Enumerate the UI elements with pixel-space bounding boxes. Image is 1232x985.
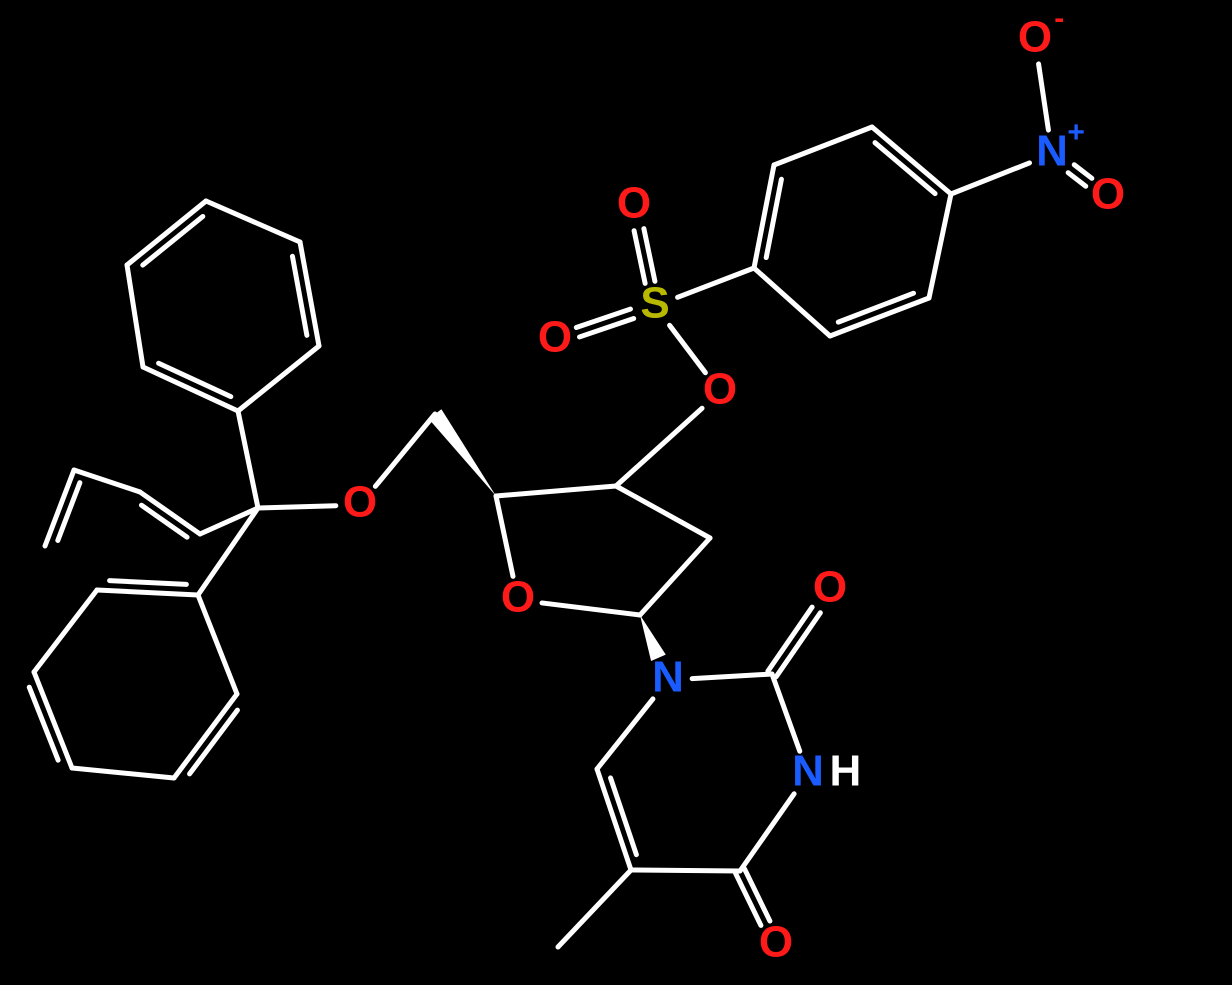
atom-O: O <box>538 313 572 362</box>
atom-N: N <box>652 653 684 702</box>
atom-O: O <box>759 918 793 967</box>
atom-O: O <box>813 563 847 612</box>
atom-N: N <box>1036 127 1068 176</box>
atom-O: O <box>501 573 535 622</box>
atom-O: O <box>343 478 377 527</box>
atom-O: O <box>703 365 737 414</box>
svg-text:-: - <box>1054 2 1064 35</box>
svg-text:+: + <box>1067 116 1085 149</box>
atom-O: O <box>1091 170 1125 219</box>
svg-text:H: H <box>830 747 862 796</box>
atom-S: S <box>640 279 669 328</box>
atom-O: O <box>1018 13 1052 62</box>
molecule-diagram: SOOON+O-OOONONHO <box>0 0 1232 985</box>
atom-O: O <box>617 179 651 228</box>
atom-N: N <box>792 747 824 796</box>
